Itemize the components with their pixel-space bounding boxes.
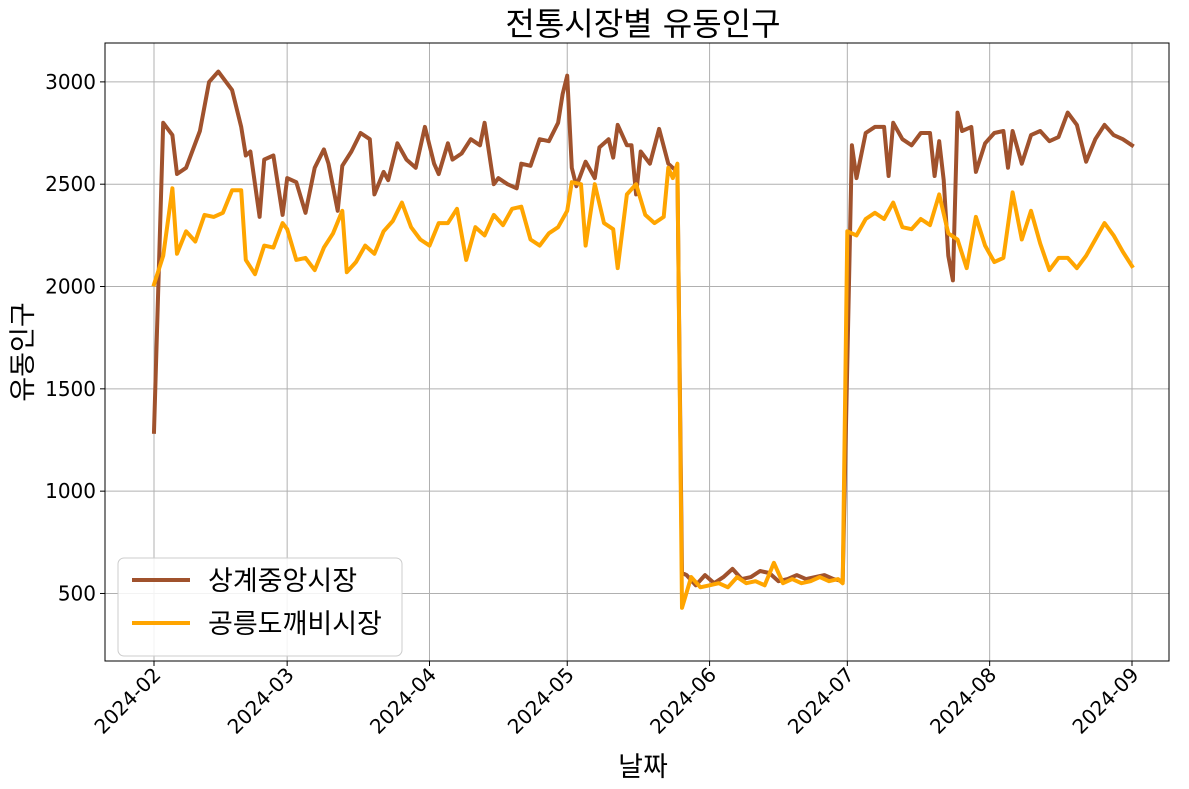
legend-label-series-1: 상계중앙시장	[208, 566, 357, 597]
x-axis-title: 날짜	[618, 752, 668, 783]
legend-box	[117, 557, 403, 657]
y-tick-label: 2500	[45, 172, 96, 196]
plot-frame	[104, 42, 1170, 662]
y-tick-label: 2000	[45, 275, 96, 299]
legend: 상계중앙시장 공릉도깨비시장	[117, 557, 403, 657]
y-tick-label: 500	[58, 581, 96, 605]
y-axis-title: 유동인구	[8, 302, 39, 401]
series-lines	[151, 69, 1135, 610]
y-tick-label: 1000	[45, 479, 96, 503]
chart-title: 전통시장별 유동인구	[505, 5, 780, 43]
y-tick-label: 3000	[45, 70, 96, 94]
series-line-1	[151, 69, 1135, 588]
legend-label-series-2: 공릉도깨비시장	[208, 609, 382, 640]
y-tick-label: 1500	[45, 377, 96, 401]
series-line-2	[151, 161, 1135, 610]
